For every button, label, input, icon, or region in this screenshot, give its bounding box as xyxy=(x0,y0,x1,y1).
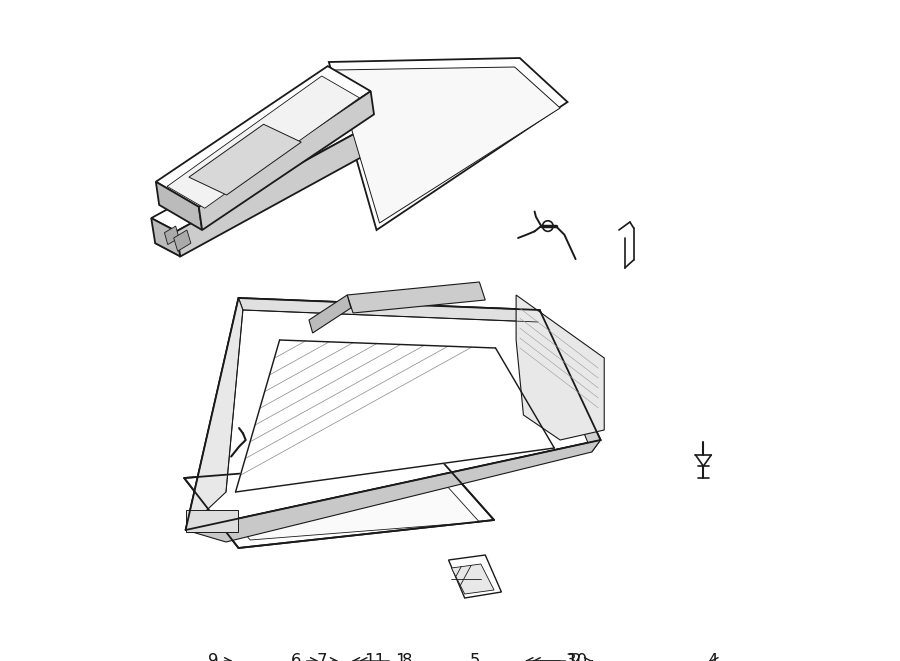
Polygon shape xyxy=(189,124,302,195)
Polygon shape xyxy=(156,66,371,207)
Text: 6: 6 xyxy=(291,652,317,661)
Polygon shape xyxy=(371,98,400,136)
Polygon shape xyxy=(328,58,568,230)
Polygon shape xyxy=(151,218,180,256)
Polygon shape xyxy=(538,310,600,452)
Polygon shape xyxy=(156,182,202,230)
Text: 4: 4 xyxy=(707,652,718,661)
Polygon shape xyxy=(185,510,238,532)
Polygon shape xyxy=(516,295,604,440)
Text: 9: 9 xyxy=(208,652,231,661)
Text: 2: 2 xyxy=(526,652,581,661)
Polygon shape xyxy=(167,76,359,208)
Polygon shape xyxy=(238,298,540,322)
Polygon shape xyxy=(347,282,485,313)
Text: 10: 10 xyxy=(566,652,592,661)
Polygon shape xyxy=(185,440,600,542)
Polygon shape xyxy=(236,340,554,492)
Polygon shape xyxy=(448,555,501,598)
Text: 1: 1 xyxy=(360,652,405,661)
Polygon shape xyxy=(452,564,494,594)
Polygon shape xyxy=(199,91,374,230)
Polygon shape xyxy=(176,111,400,256)
Polygon shape xyxy=(185,298,243,530)
Text: 5: 5 xyxy=(470,652,481,661)
Text: 7: 7 xyxy=(316,652,337,661)
Polygon shape xyxy=(151,98,396,231)
Text: 3: 3 xyxy=(534,652,577,661)
Polygon shape xyxy=(201,465,480,540)
Polygon shape xyxy=(309,295,351,333)
Polygon shape xyxy=(165,226,179,245)
Text: 8: 8 xyxy=(402,652,413,661)
Text: 11: 11 xyxy=(353,652,386,661)
Polygon shape xyxy=(334,67,560,223)
Polygon shape xyxy=(174,230,191,251)
Polygon shape xyxy=(185,298,600,530)
Polygon shape xyxy=(184,458,494,548)
